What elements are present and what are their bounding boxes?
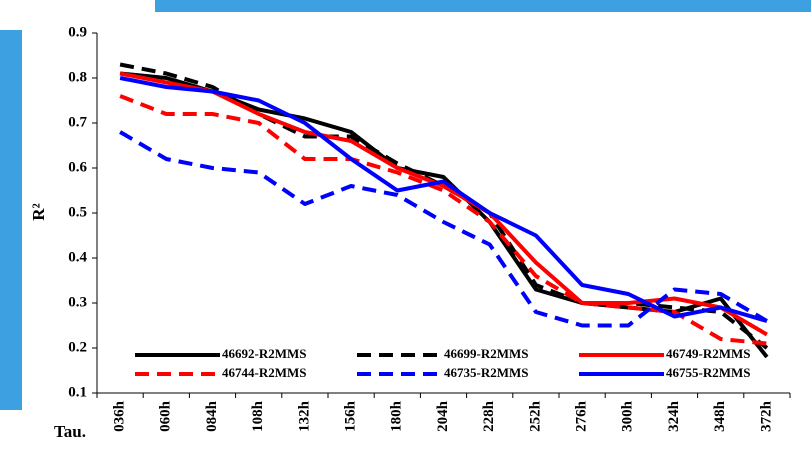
- x-tick-label: 348h: [712, 400, 728, 432]
- legend-label: 46692-R2MMS: [222, 346, 307, 361]
- legend-label: 46699-R2MMS: [444, 346, 529, 361]
- side-strip: [0, 30, 22, 410]
- y-tick-label: 0.4: [68, 249, 87, 265]
- legend-label: 46744-R2MMS: [222, 365, 307, 380]
- series-line: [119, 62, 769, 350]
- legend-label: 46735-R2MMS: [444, 365, 529, 380]
- x-tick-label: 252h: [527, 400, 543, 432]
- x-tick-label: 132h: [296, 400, 312, 432]
- series-line: [119, 71, 768, 337]
- x-tick-label: 180h: [389, 400, 405, 432]
- x-tick-label: 036h: [112, 400, 128, 432]
- y-tick-label: 0.9: [68, 24, 87, 40]
- y-axis-title: R²: [29, 203, 48, 220]
- header-strip: [155, 0, 811, 12]
- y-tick-label: 0.5: [68, 204, 87, 220]
- x-tick-label: 108h: [250, 400, 266, 432]
- x-tick-label: 276h: [574, 400, 590, 432]
- x-tick-label: 324h: [666, 400, 682, 432]
- y-tick-label: 0.7: [68, 114, 87, 130]
- legend-label: 46755-R2MMS: [666, 365, 751, 380]
- y-tick-label: 0.3: [68, 294, 87, 310]
- y-tick-label: 0.8: [68, 69, 87, 85]
- x-tick-label: 084h: [204, 400, 220, 432]
- x-tick-label: 156h: [343, 400, 359, 432]
- y-tick-label: 0.1: [68, 384, 87, 400]
- legend-label: 46749-R2MMS: [666, 346, 751, 361]
- series-line: [119, 76, 768, 323]
- series-line: [119, 130, 768, 328]
- x-tick-label: 300h: [620, 400, 636, 432]
- x-tick-label: 204h: [435, 400, 451, 432]
- y-tick-label: 0.6: [68, 159, 87, 175]
- x-tick-label: 372h: [758, 400, 774, 432]
- x-tick-label: 228h: [481, 400, 497, 432]
- y-tick-label: 0.2: [68, 339, 87, 355]
- x-tick-label: 060h: [158, 400, 174, 432]
- x-axis-title: Tau.: [54, 422, 86, 441]
